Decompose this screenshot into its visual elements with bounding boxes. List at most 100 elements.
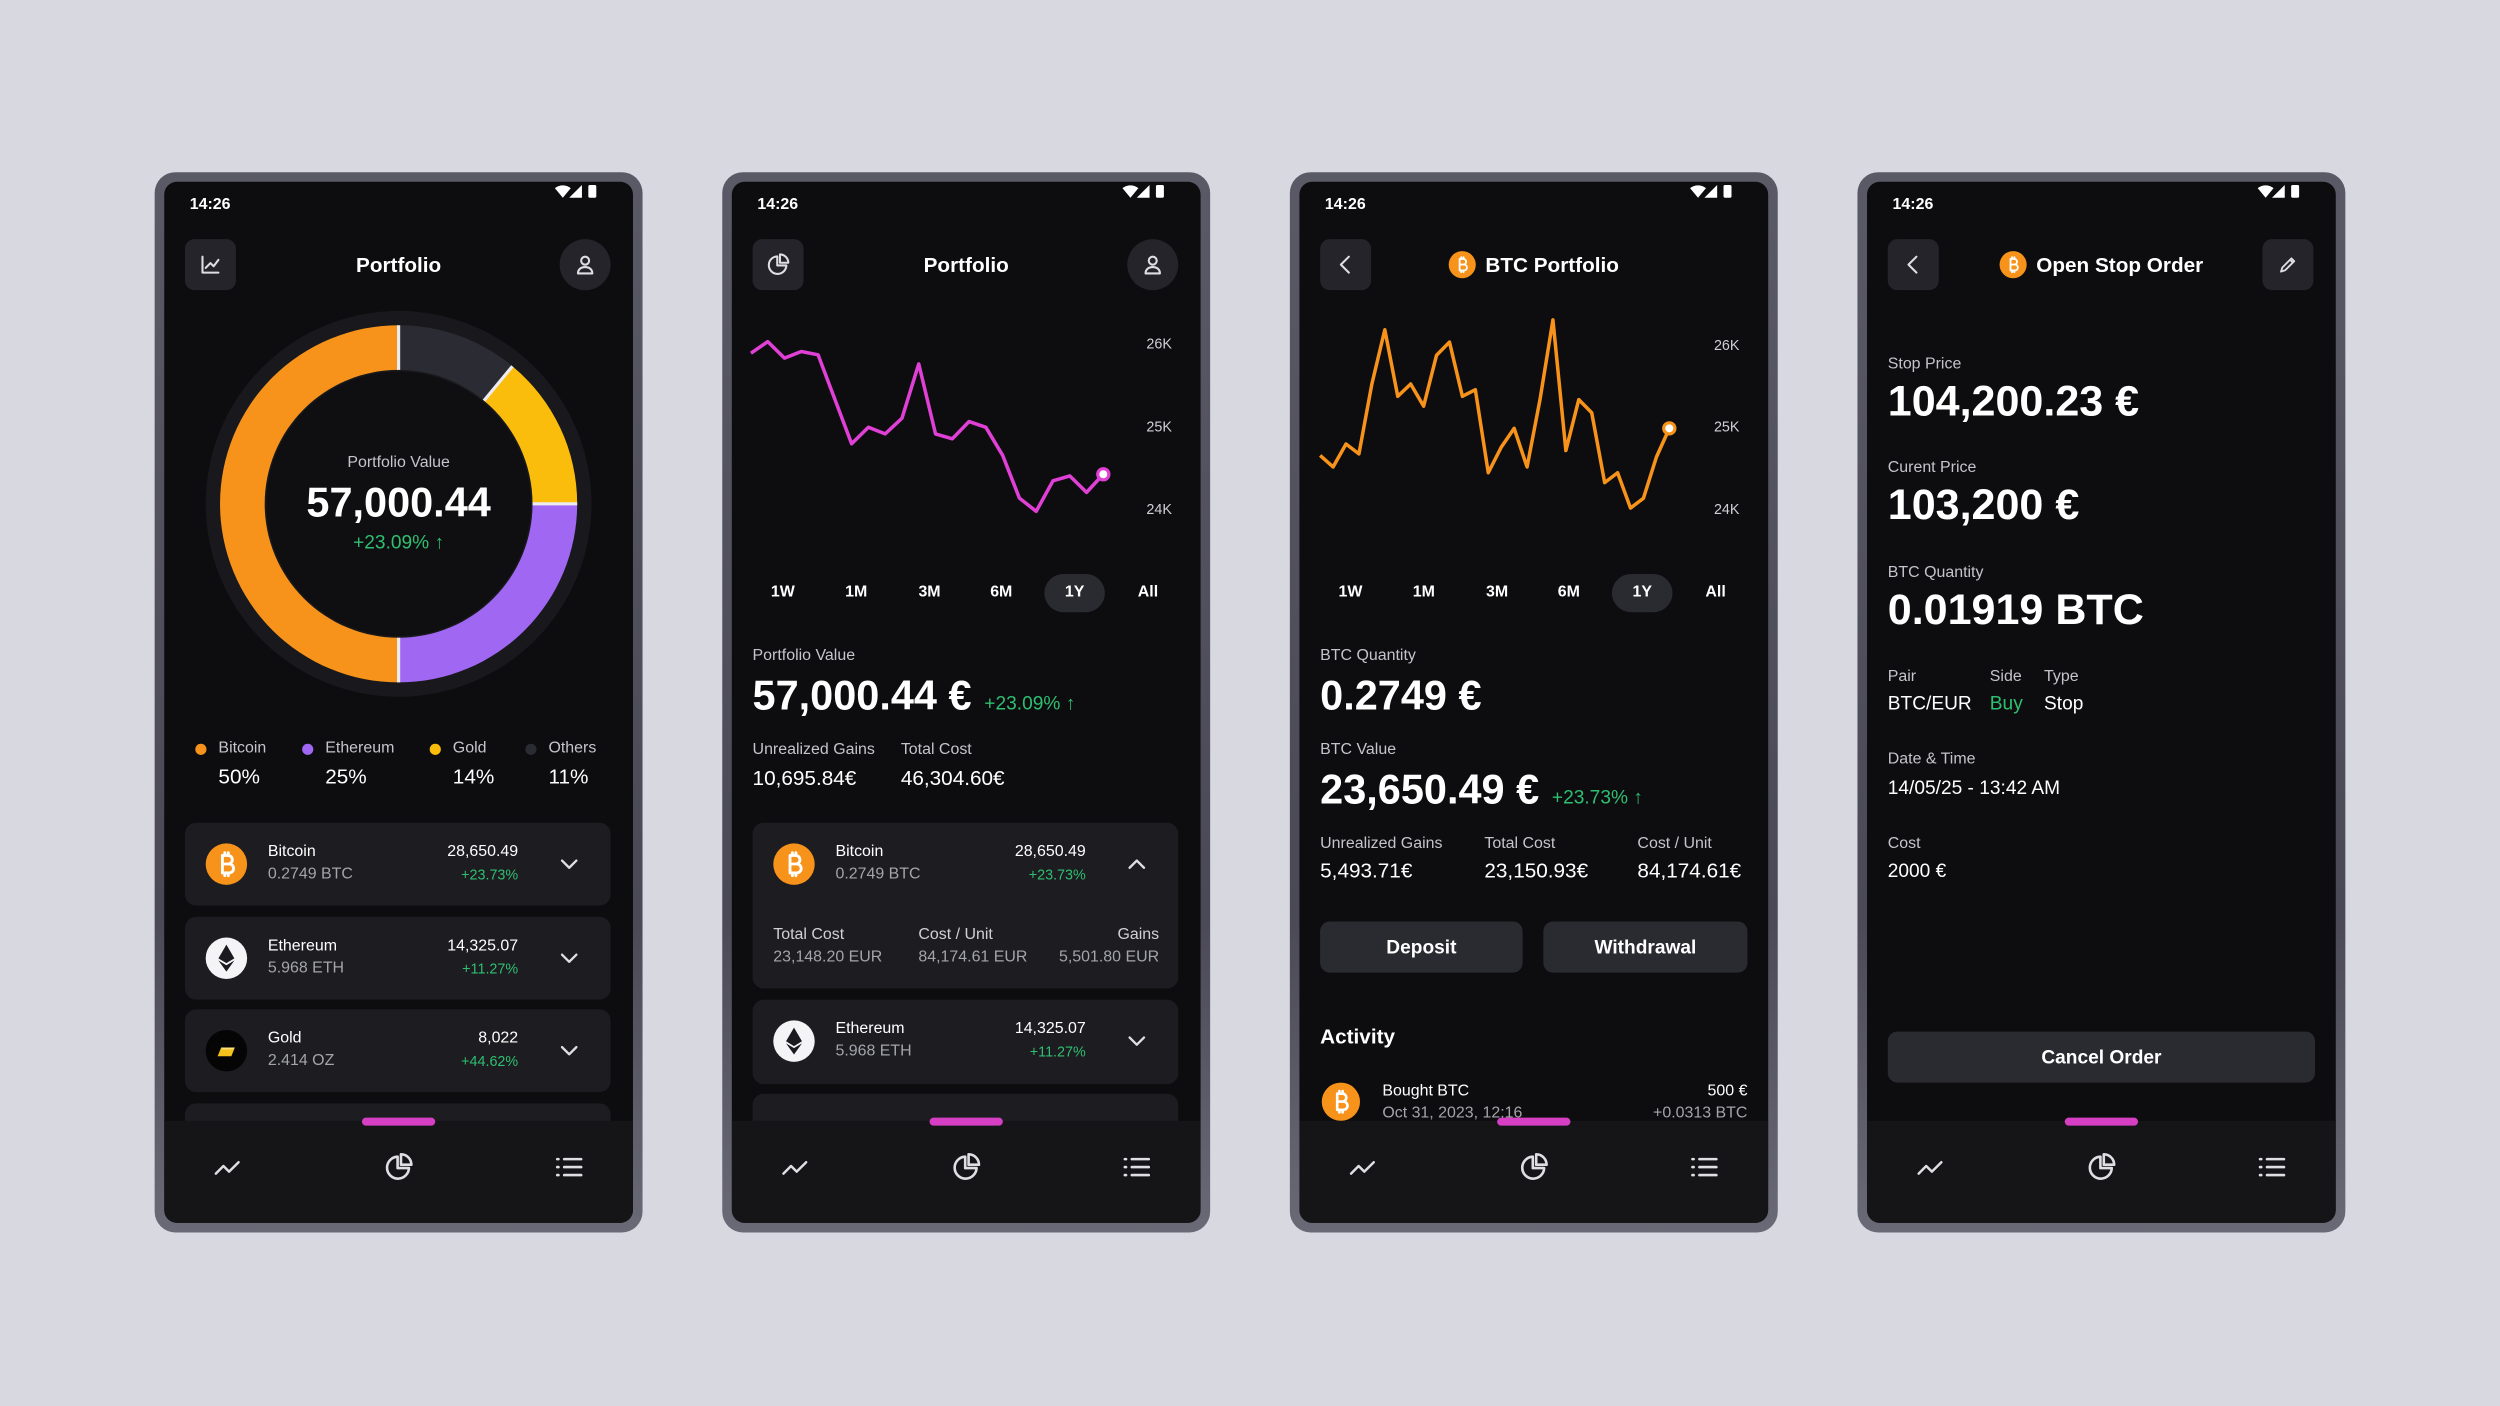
chevron[interactable] (1122, 1027, 1151, 1056)
legend-value: 50% (218, 764, 260, 789)
icon-part (560, 953, 578, 963)
header-title: BTC Portfolio (1448, 251, 1619, 279)
asset-amount: 0.2749 BTC (835, 865, 921, 884)
label: 14/05/25 - 13:42 AM (1887, 776, 2061, 799)
range-selected[interactable] (1044, 573, 1105, 613)
icon-part (555, 1157, 583, 1177)
screen: 14:26 Portfolio Portfolio Value 57,000.44 +2… (164, 181, 633, 1223)
chevron[interactable] (555, 944, 584, 973)
range-tab: 3M (918, 583, 941, 602)
asset-icon (773, 1020, 815, 1062)
label: 2000 € (1887, 859, 1947, 882)
bottom-nav (1299, 1120, 1769, 1223)
nav-performance[interactable] (1346, 1152, 1376, 1182)
icon-part (1520, 1153, 1548, 1180)
edit-icon (2280, 257, 2296, 273)
asset-card[interactable]: Bitcoin 0.2749 BTC 28,650.49 +23.73% Total C… (752, 822, 1179, 989)
asset-value: 14,325.07 (447, 937, 519, 956)
label: Date & Time (1887, 750, 1976, 769)
edit-button[interactable] (2262, 239, 2314, 291)
nav-portfolio[interactable] (1518, 1151, 1550, 1183)
status-time: 14:26 (757, 196, 799, 214)
nav-portfolio[interactable] (2085, 1151, 2117, 1183)
asset-icon (205, 843, 248, 885)
legend-value: 14% (452, 764, 495, 789)
icon-part (2258, 1157, 2286, 1177)
action-button[interactable]: Deposit (1320, 921, 1523, 973)
icon-part (2257, 185, 2274, 198)
range-tab: 6M (1557, 583, 1580, 602)
nav-list[interactable] (553, 1151, 585, 1183)
y-tick-label: 25K (1146, 418, 1172, 435)
action-button[interactable]: Withdrawal (1543, 921, 1748, 973)
asset-icon (205, 1029, 248, 1072)
nav-list[interactable] (2256, 1151, 2288, 1183)
icon-part (1907, 255, 1918, 274)
end-point (1662, 421, 1677, 436)
label: Pair (1887, 668, 1917, 686)
range-tab: 1M (1412, 583, 1435, 602)
asset-name: Bitcoin (267, 843, 316, 861)
header-button[interactable] (752, 239, 804, 291)
label: Curent Price (1887, 459, 1977, 477)
center-change: +23.09% ↑ (353, 530, 445, 554)
asset-card[interactable]: Ethereum 5.968 ETH 14,325.07 +11.27% (184, 916, 611, 1000)
label: 10,695.84€ (752, 766, 857, 791)
label: 46,304.60€ (900, 766, 1005, 791)
icon-part (1128, 1036, 1146, 1046)
bottom-nav (1867, 1120, 2336, 1223)
asset-icon (205, 937, 248, 979)
label: Total Cost (773, 926, 845, 944)
nav-performance[interactable] (779, 1152, 809, 1182)
nav-indicator (2064, 1117, 2139, 1126)
chevron[interactable] (555, 850, 584, 879)
icon-part (781, 1160, 807, 1175)
profile-button[interactable] (559, 239, 611, 291)
header-title: Portfolio (356, 254, 441, 275)
icon-part (1723, 184, 1732, 198)
title-icon (1448, 251, 1476, 279)
chevron[interactable] (1122, 850, 1151, 879)
asset-card[interactable]: Ethereum 5.968 ETH 14,325.07 +11.27% (752, 999, 1179, 1085)
header-button[interactable] (1887, 239, 1939, 291)
label: Stop (2044, 691, 2084, 715)
donut-segment (220, 325, 399, 683)
range-tab: 1W (770, 583, 795, 602)
range-selected[interactable] (1611, 573, 1673, 613)
icon-part (2272, 184, 2285, 198)
nav-performance[interactable] (1914, 1152, 1944, 1182)
screen: 14:26 Open Stop Order Stop Price 104,200.23… (1867, 181, 2336, 1223)
phone: 14:26 Portfolio 24K 25K 26K 1W 1M 3M 6M 1Y All Port… (722, 172, 1211, 1233)
icon-part (201, 255, 220, 274)
icon-part (217, 1047, 235, 1057)
icon-part (1155, 184, 1164, 198)
profile-button[interactable] (1127, 239, 1179, 291)
nav-portfolio[interactable] (950, 1151, 982, 1183)
value-row: 23,650.49 € +23.73% ↑ (1320, 768, 1643, 809)
range-tab: 1W (1338, 583, 1363, 602)
asset-card[interactable]: Bitcoin 0.2749 BTC 28,650.49 +23.73% (184, 822, 611, 906)
nav-list[interactable] (1688, 1151, 1720, 1183)
label: Cost (1887, 835, 1921, 853)
header-icon (1907, 255, 1918, 274)
cancel-button[interactable]: Cancel Order (1887, 1031, 2316, 1083)
label: 5,501.80 EUR (1058, 948, 1160, 967)
icon-part (1122, 185, 1139, 198)
header-icon (1339, 255, 1350, 274)
legend-label: Bitcoin (218, 739, 267, 758)
nav-performance[interactable] (211, 1152, 241, 1182)
button-label: Cancel Order (2041, 1045, 2162, 1069)
status-icons (2257, 184, 2300, 198)
header-button[interactable] (184, 239, 236, 291)
asset-name: Ethereum (835, 1020, 905, 1038)
nav-list[interactable] (1121, 1151, 1153, 1183)
donut-segment (398, 325, 513, 401)
icon-part (1128, 859, 1146, 869)
chevron[interactable] (555, 1036, 584, 1065)
asset-value: 14,325.07 (1014, 1020, 1086, 1038)
header-button[interactable] (1320, 239, 1372, 291)
asset-name: Ethereum (267, 937, 337, 956)
asset-card[interactable]: Gold 2.414 OZ 8,022 +44.62% (184, 1009, 611, 1093)
nav-portfolio[interactable] (383, 1151, 415, 1183)
